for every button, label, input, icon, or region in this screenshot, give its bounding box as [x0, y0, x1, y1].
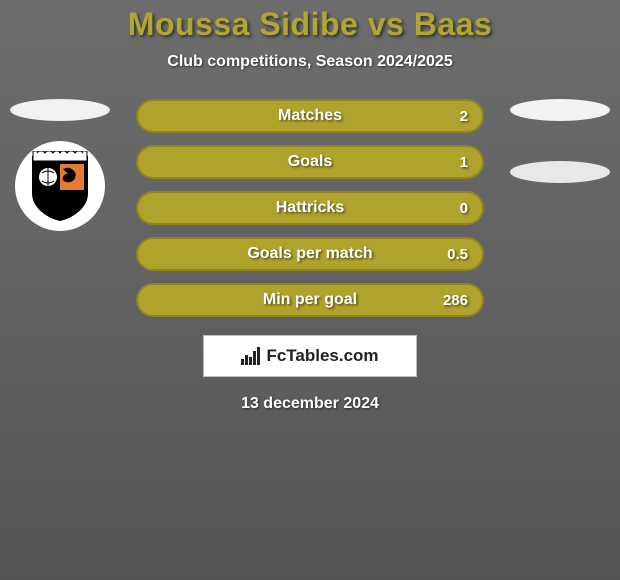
brand-text: FcTables.com	[266, 346, 378, 366]
stat-bar: Matches 2	[136, 99, 484, 133]
left-flag	[10, 99, 110, 121]
left-club-badge	[15, 141, 105, 231]
stat-value-right: 0.5	[447, 246, 468, 263]
bar-chart-icon	[241, 347, 260, 365]
stat-label: Goals per match	[247, 245, 372, 263]
stat-value-right: 1	[460, 154, 468, 171]
stat-label: Matches	[278, 107, 342, 125]
stat-value-right: 2	[460, 108, 468, 125]
stat-value-right: 0	[460, 200, 468, 217]
main-row: Matches 2 Goals 1 Hattricks 0 Goals per match 0…	[0, 99, 620, 317]
right-flag	[510, 99, 610, 121]
stat-bar: Goals 1	[136, 145, 484, 179]
right-club-placeholder	[510, 161, 610, 183]
stat-bar: Min per goal 286	[136, 283, 484, 317]
stat-bar: Hattricks 0	[136, 191, 484, 225]
left-player-col	[8, 99, 112, 231]
stat-label: Goals	[288, 153, 332, 171]
stat-bar: Goals per match 0.5	[136, 237, 484, 271]
right-player-col	[508, 99, 612, 183]
stats-bars: Matches 2 Goals 1 Hattricks 0 Goals per match 0…	[136, 99, 484, 317]
footer-date: 13 december 2024	[0, 395, 620, 413]
comparison-panel: Moussa Sidibe vs Baas Club competitions,…	[0, 0, 620, 413]
page-title: Moussa Sidibe vs Baas	[0, 6, 620, 43]
brand-box[interactable]: FcTables.com	[203, 335, 417, 377]
stat-label: Hattricks	[276, 199, 344, 217]
stat-value-right: 286	[443, 292, 468, 309]
stat-label: Min per goal	[263, 291, 357, 309]
club-shield-icon	[29, 151, 91, 221]
subtitle: Club competitions, Season 2024/2025	[0, 53, 620, 71]
